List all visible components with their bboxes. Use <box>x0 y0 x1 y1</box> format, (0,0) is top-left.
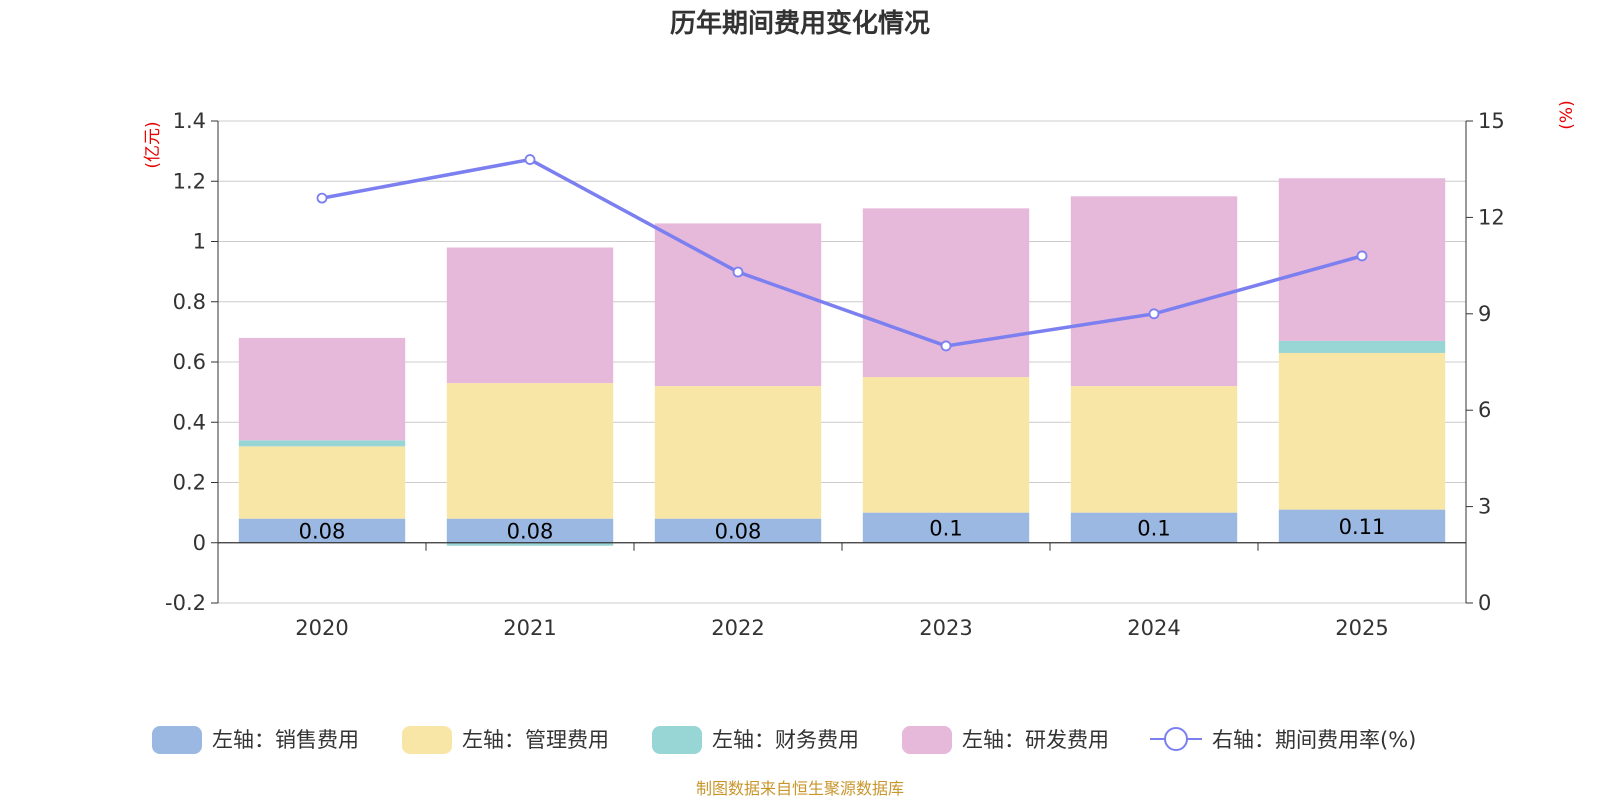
left-axis-tick-label: 1 <box>193 230 206 254</box>
legend-label: 右轴：期间费用率(%) <box>1212 728 1416 752</box>
bar-segment <box>1278 340 1446 353</box>
right-axis-tick-label: 3 <box>1478 495 1491 519</box>
x-axis-tick-label: 2022 <box>711 616 764 640</box>
right-axis-tick-label: 15 <box>1478 109 1505 133</box>
legend-swatch <box>652 726 702 754</box>
bar-segment <box>446 383 614 519</box>
left-axis-tick-label: 0.2 <box>173 471 206 495</box>
left-axis-tick-label: 0 <box>193 531 206 555</box>
right-axis-tick-label: 9 <box>1478 302 1491 326</box>
bar-segment <box>238 337 406 441</box>
bar-segment <box>862 512 1030 543</box>
bar-segment <box>862 377 1030 513</box>
rate-line-point <box>1148 308 1160 320</box>
bar-segment <box>654 386 822 519</box>
rate-line-series <box>316 154 1368 352</box>
rate-line-point <box>1356 250 1368 262</box>
bar-data-label: 0.08 <box>507 520 554 544</box>
axes: -0.2 0 0.2 0.4 0.6 0.8 1 1.2 1.4 0 3 6 9 12 15 2020 2021… <box>165 109 1505 640</box>
bar-segment <box>446 542 614 546</box>
bar-segment <box>1070 512 1238 543</box>
rate-line-point <box>940 340 952 352</box>
chart-title: 历年期间费用变化情况 <box>670 8 930 39</box>
gridlines <box>218 120 1466 604</box>
legend-label: 左轴：销售费用 <box>212 728 359 752</box>
bar-segment <box>1278 352 1446 510</box>
rate-line-point <box>316 192 328 204</box>
legend-label: 左轴：管理费用 <box>462 728 609 752</box>
bar-segment <box>1070 196 1238 387</box>
bar-data-label: 0.11 <box>1339 515 1386 539</box>
bar-segment <box>446 518 614 543</box>
bar-segment <box>1070 386 1238 513</box>
legend-marker <box>1164 727 1188 751</box>
x-axis-tick-label: 2023 <box>919 616 972 640</box>
bar-segment <box>1278 509 1446 543</box>
legend-item: 右轴：期间费用率(%) <box>1150 727 1416 752</box>
data-labels: 0.08 0.08 0.08 0.1 0.1 0.11 <box>299 515 1386 544</box>
x-axis-tick-label: 2024 <box>1127 616 1180 640</box>
rate-line-point <box>524 154 536 165</box>
bar-segment <box>238 518 406 543</box>
rate-line <box>321 157 1363 348</box>
bar-data-label: 0.1 <box>929 517 962 541</box>
bar-data-label: 0.1 <box>1137 517 1170 541</box>
source-note: 制图数据来自恒生聚源数据库 <box>696 779 904 798</box>
legend-item: 左轴：财务费用 <box>652 726 859 754</box>
bar-segment <box>862 208 1030 378</box>
legend-label: 左轴：财务费用 <box>712 728 859 752</box>
legend-swatch <box>402 726 452 754</box>
left-axis-tick-label: -0.2 <box>165 591 206 615</box>
left-axis-tick-label: 0.6 <box>173 350 206 374</box>
right-axis-tick-label: 0 <box>1478 591 1491 615</box>
legend-swatch <box>902 726 952 754</box>
legend: 左轴：销售费用 左轴：管理费用 左轴：财务费用 左轴：研发费用 右轴：期间费用率(%) <box>152 726 1416 754</box>
bar-segment <box>446 247 614 384</box>
left-axis-tick-label: 1.2 <box>173 169 206 193</box>
right-axis-tick-label: 6 <box>1478 398 1491 422</box>
x-axis-tick-label: 2021 <box>503 616 556 640</box>
left-axis-tick-label: 0.8 <box>173 290 206 314</box>
bar-data-label: 0.08 <box>299 520 346 544</box>
bar-segment <box>238 446 406 519</box>
right-axis-unit: (%) <box>1557 100 1577 129</box>
x-axis-tick-label: 2025 <box>1335 616 1388 640</box>
legend-item: 左轴：销售费用 <box>152 726 359 754</box>
left-axis-unit: (亿元) <box>143 121 163 168</box>
bar-segment <box>654 223 822 387</box>
bar-segment <box>238 440 406 447</box>
left-axis-tick-label: 0.4 <box>173 410 206 434</box>
left-axis-tick-label: 1.4 <box>173 109 206 133</box>
right-axis-tick-label: 12 <box>1478 205 1505 229</box>
legend-item: 左轴：研发费用 <box>902 726 1109 754</box>
x-axis-tick-label: 2020 <box>295 616 348 640</box>
legend-item: 左轴：管理费用 <box>402 726 609 754</box>
rate-line-point <box>732 266 744 278</box>
bar-series <box>238 178 1446 546</box>
bar-segment <box>654 518 822 543</box>
legend-label: 左轴：研发费用 <box>962 728 1109 752</box>
bar-data-label: 0.08 <box>715 520 762 544</box>
legend-swatch <box>152 726 202 754</box>
